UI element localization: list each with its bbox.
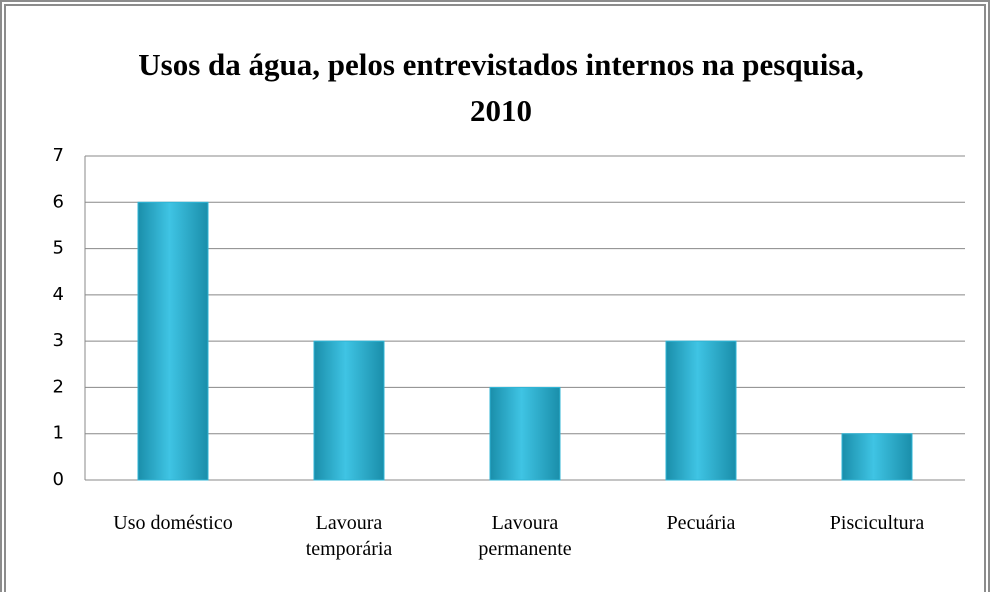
bar [489, 386, 561, 481]
y-tick-label: 0 [53, 469, 64, 490]
y-tick-label: 4 [53, 284, 64, 305]
plot: 0 1 2 3 4 5 6 7 [53, 145, 965, 490]
x-tick-label: Pecuária [666, 512, 736, 534]
x-tick-label: Lavoura temporária [305, 512, 393, 560]
y-tick-label: 7 [53, 145, 64, 166]
bar [313, 340, 385, 481]
x-tick-label: Uso doméstico [113, 512, 233, 534]
x-tick-label: Piscicultura [829, 512, 925, 534]
x-tick-label: Lavoura permanente [478, 512, 572, 560]
bar [841, 433, 913, 481]
bar [665, 340, 737, 481]
chart-title: Usos da água, pelos entrevistados intern… [138, 47, 864, 128]
bar [137, 201, 209, 481]
y-tick-label: 2 [53, 376, 64, 397]
y-tick-label: 5 [53, 238, 64, 259]
y-tick-label: 6 [53, 191, 64, 212]
y-tick-label: 3 [53, 330, 64, 351]
y-tick-label: 1 [53, 423, 64, 444]
